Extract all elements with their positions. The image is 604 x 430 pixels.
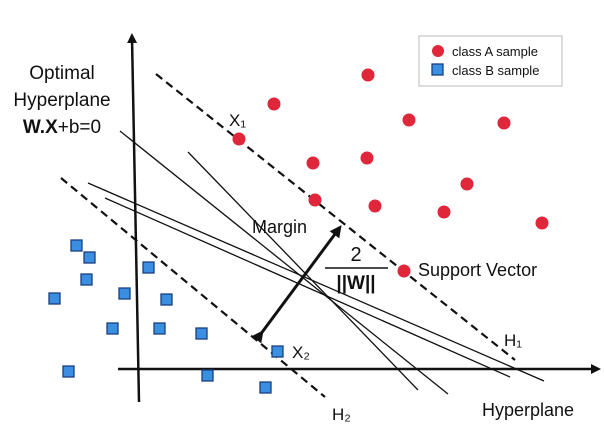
class-a-point (460, 177, 474, 191)
class-a-point (437, 205, 451, 219)
class-b-point (195, 327, 208, 340)
candidate-line-2 (87, 182, 545, 382)
optimal-label-line2: Hyperplane (13, 90, 110, 111)
class-a-point (361, 68, 375, 82)
class-b-point (83, 251, 96, 264)
class-b-point (48, 292, 61, 305)
hyperplane-label: Hyperplane (482, 400, 574, 420)
legend-class-b-label: class B sample (452, 63, 539, 78)
class-b-point (80, 273, 93, 286)
margin-line-h2 (60, 177, 326, 398)
class-a-support-vector (397, 264, 411, 278)
legend-class-b-marker (431, 63, 444, 76)
margin-arrow (251, 225, 342, 344)
margin-line-h1 (155, 73, 516, 361)
equation-rest-part: +b=0 (58, 117, 101, 138)
class-a-point (267, 97, 281, 111)
class-a-point (497, 116, 511, 130)
x2-label: X₂ (292, 343, 310, 362)
class-a-point (360, 151, 374, 165)
class-b-support-vector-x2 (271, 345, 284, 358)
class-a-point (535, 216, 549, 230)
class-b-point (259, 381, 272, 394)
legend-box (418, 35, 563, 87)
class-b-point (106, 322, 119, 335)
class-b-point (62, 365, 75, 378)
class-a-point (306, 156, 320, 170)
h1-label: H₁ (504, 331, 522, 350)
candidate-line-1 (119, 130, 449, 395)
y-axis (127, 33, 141, 403)
class-b-point (160, 293, 173, 306)
legend-class-a-label: class A sample (452, 44, 538, 59)
class-a-points (232, 68, 549, 278)
class-a-point (308, 193, 322, 207)
class-b-point (153, 322, 166, 335)
class-b-points (48, 239, 284, 394)
class-b-point (118, 287, 131, 300)
class-a-support-vector-x1 (232, 132, 246, 146)
optimal-label-line1: Optimal (29, 63, 94, 84)
class-b-point (142, 261, 155, 274)
class-a-point (402, 113, 416, 127)
legend-class-a-marker (432, 45, 444, 57)
h2-label: H₂ (332, 405, 351, 424)
hyperplane-equation: W.X+b=0 (23, 117, 101, 138)
equation-bold-part: W.X (23, 117, 58, 138)
margin-label: Margin (252, 217, 307, 237)
margin-fraction-denominator: ||W|| (336, 273, 375, 294)
margin-fraction-numerator: 2 (350, 244, 361, 266)
class-a-point (368, 199, 382, 213)
class-b-point (201, 369, 214, 382)
x1-label: X₁ (229, 111, 246, 130)
class-b-point (70, 239, 83, 252)
support-vector-label: Support Vector (418, 260, 537, 280)
legend: class A sample class B sample (418, 35, 563, 87)
